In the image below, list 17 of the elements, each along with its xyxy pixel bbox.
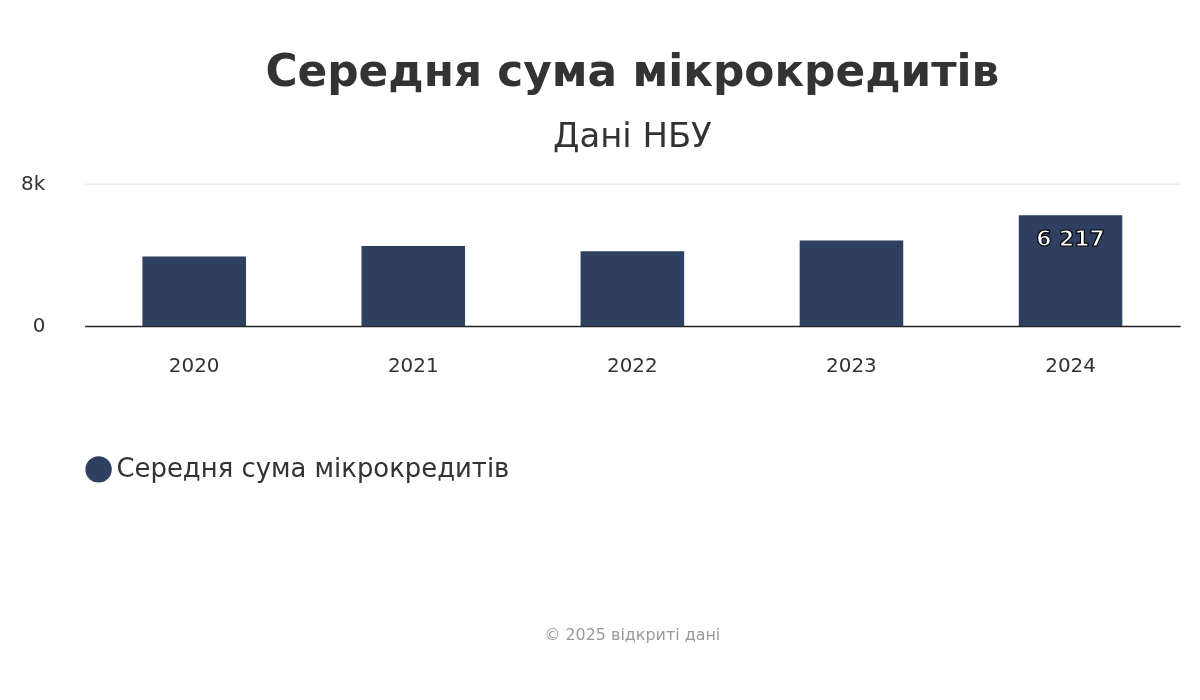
bar — [361, 245, 466, 327]
x-tick-label: 2023 — [826, 354, 877, 378]
text: © 2025 відкриті дані — [544, 624, 721, 644]
x-tick-label: 2020 — [168, 354, 220, 378]
y-tick-label: 8k — [21, 172, 46, 196]
chart-title: Середня сума мікрокредитів — [265, 45, 1000, 97]
data-label: 6 217 — [1036, 226, 1105, 252]
x-tick-label: 2021 — [387, 354, 439, 378]
bar — [1018, 215, 1123, 327]
legend-label: Середня сума мікрокредитів — [116, 453, 510, 484]
chart-subtitle: Дані НБУ — [552, 115, 713, 155]
y-tick-label: 0 — [32, 314, 46, 338]
x-tick-label: 2022 — [607, 354, 658, 378]
bar — [799, 240, 904, 327]
x-tick-label: 2024 — [1045, 354, 1096, 378]
bar — [580, 251, 685, 327]
bar — [142, 256, 246, 327]
